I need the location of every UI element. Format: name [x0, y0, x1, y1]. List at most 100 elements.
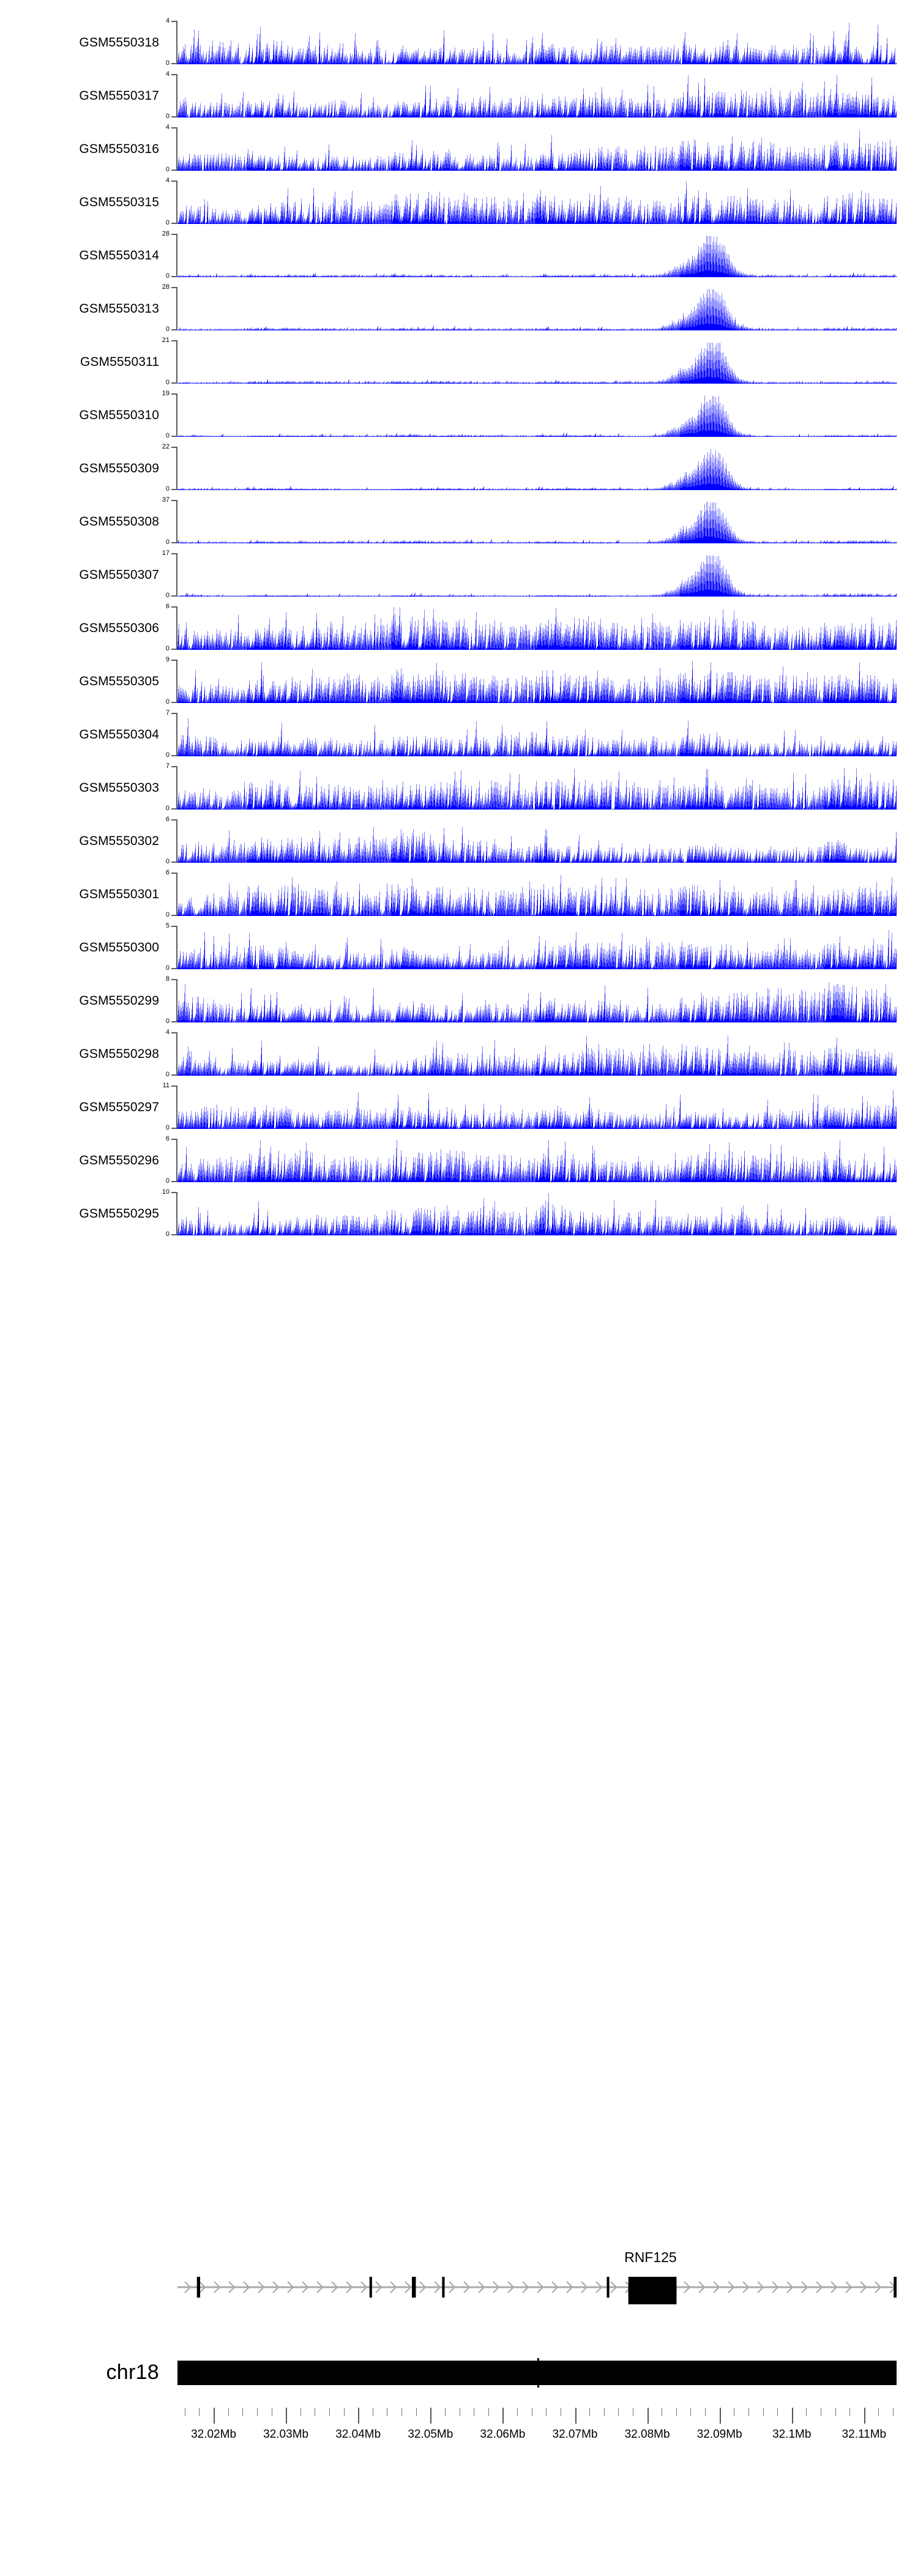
y-axis-max-label: 19: [162, 390, 170, 397]
y-axis-line: [176, 979, 177, 1022]
coverage-track: GSM5550305 9 0: [0, 655, 918, 708]
y-axis-tick-min: [171, 862, 177, 863]
axis-tick-label: 32.11Mb: [842, 2428, 887, 2441]
y-axis-tick-max: [171, 393, 177, 395]
axis-minor-tick: [343, 2408, 345, 2416]
axis-minor-tick: [199, 2408, 200, 2416]
y-axis-tick-max: [171, 127, 177, 128]
y-axis-line: [176, 393, 177, 437]
coverage-plot-area: [177, 287, 897, 330]
coverage-track: GSM5550316 4 0: [0, 122, 918, 176]
y-axis-line: [176, 127, 177, 171]
y-axis-min-label: 0: [165, 1230, 170, 1238]
y-axis-min-label: 0: [165, 1177, 170, 1185]
y-axis-max-label: 5: [165, 922, 170, 929]
y-axis-max-label: 4: [165, 177, 170, 184]
y-axis: 11 0: [160, 1081, 177, 1134]
y-axis-line: [176, 287, 177, 330]
y-axis: 28 0: [160, 282, 177, 335]
coverage-plot-area: [177, 74, 897, 117]
coverage-track: GSM5550300 5 0: [0, 921, 918, 974]
axis-major-tick: [575, 2408, 577, 2424]
y-axis-tick-min: [171, 1021, 177, 1022]
coverage-track: GSM5550318 4 0: [0, 16, 918, 69]
y-axis-min-label: 0: [165, 59, 170, 67]
y-axis-max-label: 6: [165, 869, 170, 876]
coverage-track: GSM5550310 19 0: [0, 389, 918, 442]
y-axis: 22 0: [160, 442, 177, 495]
axis-minor-tick: [444, 2408, 446, 2416]
y-axis-min-label: 0: [165, 964, 170, 972]
axis-minor-tick: [690, 2408, 692, 2416]
y-axis-tick-min: [171, 1181, 177, 1182]
y-axis-max-label: 9: [165, 656, 170, 663]
axis-tick-label: 32.03Mb: [263, 2428, 309, 2441]
coverage-plot-area: [177, 234, 897, 277]
coverage-track: GSM5550298 4 0: [0, 1027, 918, 1081]
y-axis-tick-min: [171, 223, 177, 224]
y-axis: 10 0: [160, 1187, 177, 1240]
axis-minor-tick: [300, 2408, 301, 2416]
track-label-gsm5550309: GSM5550309: [79, 461, 159, 475]
coverage-plot-area: [177, 979, 897, 1022]
y-axis-tick-max: [171, 873, 177, 874]
y-axis-max-label: 6: [165, 1135, 170, 1142]
coverage-plot-area: [177, 500, 897, 543]
coverage-track: GSM5550309 22 0: [0, 442, 918, 495]
coverage-track: GSM5550302 6 0: [0, 814, 918, 868]
y-axis-tick-max: [171, 74, 177, 75]
track-label-gsm5550305: GSM5550305: [79, 674, 159, 688]
axis-minor-tick: [748, 2408, 749, 2416]
y-axis-tick-max: [171, 819, 177, 821]
y-axis-tick-min: [171, 915, 177, 916]
coverage-track: GSM5550301 6 0: [0, 868, 918, 921]
y-axis-tick-min: [171, 116, 177, 117]
axis-major-tick: [286, 2408, 288, 2424]
coverage-plot-area: [177, 447, 897, 490]
track-label-gsm5550313: GSM5550313: [79, 301, 159, 316]
track-label-gsm5550296: GSM5550296: [79, 1153, 159, 1167]
y-axis-min-label: 0: [165, 911, 170, 918]
coverage-plot-area: [177, 21, 897, 64]
y-axis-tick-min: [171, 755, 177, 756]
gene-exon: [606, 2277, 610, 2298]
y-axis-tick-min: [171, 436, 177, 437]
y-axis-max-label: 4: [165, 17, 170, 24]
coverage-plot-area: [177, 181, 897, 224]
y-axis-min-label: 0: [165, 166, 170, 173]
coverage-track: GSM5550306 6 0: [0, 601, 918, 655]
y-axis-tick-min: [171, 808, 177, 810]
axis-major-tick: [502, 2408, 504, 2424]
axis-major-tick: [358, 2408, 360, 2424]
y-axis-line: [176, 1192, 177, 1235]
y-axis-tick-min: [171, 968, 177, 969]
y-axis-line: [176, 819, 177, 863]
y-axis-max-label: 28: [162, 230, 170, 237]
axis-tick-label: 32.02Mb: [191, 2428, 237, 2441]
y-axis-tick-min: [171, 329, 177, 330]
gene-exon: [894, 2277, 897, 2298]
coverage-plot-area: [177, 713, 897, 756]
coverage-plot-area: [177, 1139, 897, 1182]
y-axis-line: [176, 340, 177, 384]
axis-minor-tick: [603, 2408, 605, 2416]
y-axis-min-label: 0: [165, 326, 170, 333]
axis-tick-label: 32.08Mb: [624, 2428, 670, 2441]
y-axis-min-label: 0: [165, 805, 170, 812]
axis-minor-tick: [893, 2408, 894, 2416]
y-axis-tick-max: [171, 1085, 177, 1087]
axis-minor-tick: [849, 2408, 851, 2416]
coverage-track: GSM5550317 4 0: [0, 69, 918, 122]
track-label-gsm5550299: GSM5550299: [79, 993, 159, 1008]
axis-major-tick: [719, 2408, 721, 2424]
y-axis-max-label: 6: [165, 816, 170, 823]
y-axis-tick-min: [171, 276, 177, 277]
axis-minor-tick: [416, 2408, 417, 2416]
track-label-gsm5550316: GSM5550316: [79, 141, 159, 156]
y-axis: 37 0: [160, 495, 177, 548]
